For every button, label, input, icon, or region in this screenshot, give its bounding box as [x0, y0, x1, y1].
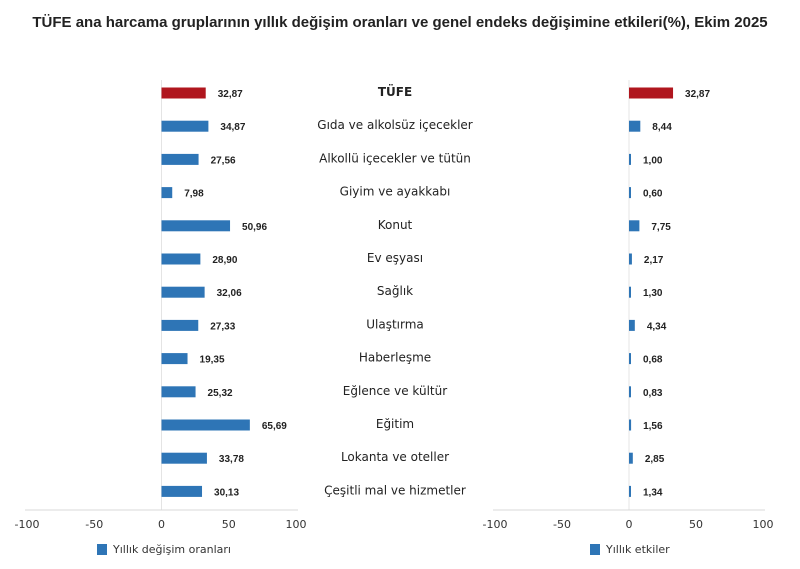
category-label: Alkollü içecekler ve tütün — [319, 151, 471, 165]
data-label: 7,75 — [651, 222, 671, 233]
data-label: 27,56 — [211, 155, 236, 166]
legend-label: Yıllık etkiler — [606, 543, 670, 556]
data-label: 0,60 — [643, 189, 663, 200]
legend-label: Yıllık değişim oranları — [113, 543, 231, 556]
category-label: Ulaştırma — [366, 317, 424, 331]
category-label: Eğlence ve kültür — [343, 384, 447, 398]
bar — [161, 386, 196, 398]
data-label: 30,13 — [214, 487, 239, 498]
legend-right: Yıllık etkiler — [590, 543, 670, 556]
data-label: 7,98 — [184, 189, 204, 200]
legend-swatch — [97, 544, 107, 555]
x-tick-label: -100 — [15, 518, 40, 531]
chart-title: TÜFE ana harcama gruplarının yıllık deği… — [32, 14, 768, 31]
category-label: Haberleşme — [359, 351, 431, 365]
legend-left: Yıllık değişim oranları — [97, 543, 231, 556]
category-label: Eğitim — [376, 417, 414, 431]
x-tick-label: 50 — [689, 518, 703, 531]
category-label: Konut — [378, 218, 413, 232]
data-label: 19,35 — [200, 355, 225, 366]
bar — [629, 153, 631, 165]
data-label: 32,06 — [217, 288, 242, 299]
bar — [161, 187, 173, 199]
category-label: Çeşitli mal ve hizmetler — [324, 483, 466, 497]
bar — [161, 353, 188, 365]
bar — [629, 286, 631, 298]
bar — [161, 319, 199, 331]
bar — [629, 120, 641, 132]
bar — [629, 253, 632, 265]
bar — [161, 253, 201, 265]
x-tick-label: 50 — [222, 518, 236, 531]
x-tick-label: 100 — [286, 518, 307, 531]
data-label: 33,78 — [219, 454, 244, 465]
bar — [161, 153, 199, 165]
legend-swatch — [590, 544, 600, 555]
data-label: 50,96 — [242, 222, 267, 233]
category-label: Ev eşyası — [367, 251, 423, 265]
bar-tufe — [629, 87, 674, 99]
bar — [629, 386, 631, 398]
bar-tufe — [161, 87, 206, 99]
data-label: 1,34 — [643, 487, 663, 498]
category-label: Sağlık — [377, 284, 413, 298]
bar — [161, 286, 205, 298]
data-label: 1,56 — [643, 421, 663, 432]
data-label: 34,87 — [220, 122, 245, 133]
category-label: Gıda ve alkolsüz içecekler — [317, 118, 473, 132]
data-label: 8,44 — [652, 122, 672, 133]
bar — [629, 353, 631, 365]
x-tick-label: -50 — [553, 518, 571, 531]
data-label: 27,33 — [210, 321, 235, 332]
bar — [161, 452, 207, 464]
bar — [161, 220, 231, 232]
bar — [629, 187, 631, 199]
x-tick-label: 0 — [626, 518, 633, 531]
data-label: 0,68 — [643, 355, 663, 366]
bar — [161, 120, 209, 132]
x-tick-label: 100 — [753, 518, 774, 531]
data-label: 2,85 — [645, 454, 665, 465]
bar — [629, 319, 635, 331]
data-label: 32,87 — [218, 89, 243, 100]
data-label: 0,83 — [643, 388, 663, 399]
bar — [629, 419, 632, 431]
category-label: Giyim ve ayakkabı — [340, 185, 451, 199]
bar — [161, 419, 250, 431]
bar — [629, 220, 640, 232]
data-label: 65,69 — [262, 421, 287, 432]
category-label: Lokanta ve oteller — [341, 450, 449, 464]
data-label: 4,34 — [647, 321, 667, 332]
bar — [629, 452, 633, 464]
bar — [161, 485, 203, 497]
data-label: 1,00 — [643, 155, 663, 166]
x-tick-label: -100 — [483, 518, 508, 531]
data-label: 28,90 — [212, 255, 237, 266]
x-tick-label: 0 — [158, 518, 165, 531]
data-label: 25,32 — [208, 388, 233, 399]
data-label: 1,30 — [643, 288, 663, 299]
category-label: TÜFE — [378, 84, 412, 99]
data-label: 32,87 — [685, 89, 710, 100]
bar — [629, 485, 631, 497]
x-tick-label: -50 — [85, 518, 103, 531]
data-label: 2,17 — [644, 255, 664, 266]
